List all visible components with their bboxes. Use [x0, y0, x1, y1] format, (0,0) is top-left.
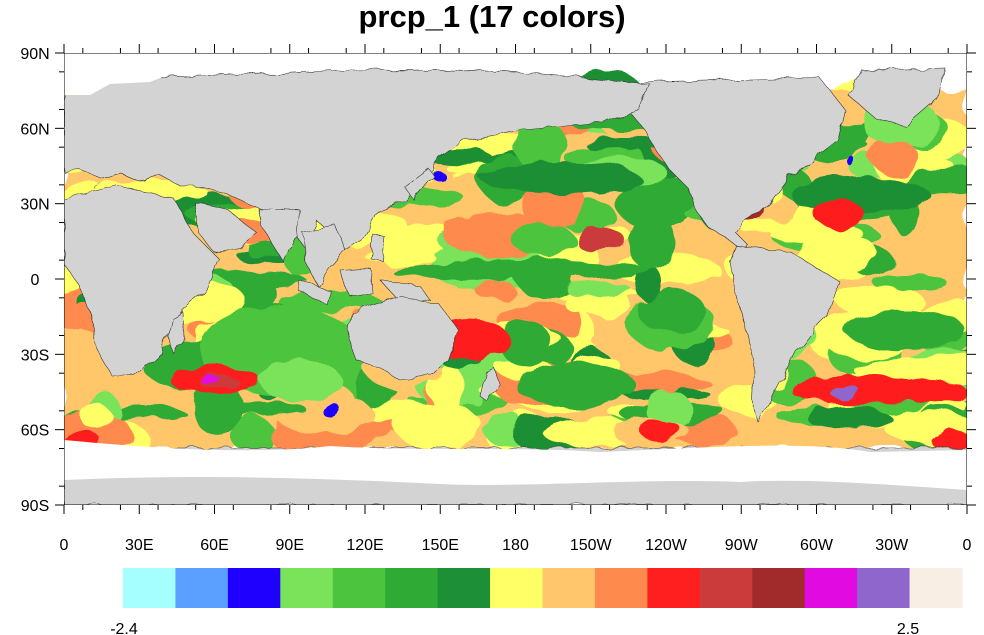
- x-tick-label: 60E: [200, 537, 228, 554]
- colorbar-swatch: [857, 568, 911, 608]
- x-tick-label: 0: [963, 537, 972, 554]
- land-southeast-asia: [301, 225, 346, 287]
- y-tick-label: 60N: [20, 121, 49, 138]
- x-tick-label: 150E: [422, 537, 459, 554]
- colorbar-swatch: [542, 568, 596, 608]
- x-tick-label: 150W: [570, 537, 613, 554]
- x-tick-label: 90W: [725, 537, 759, 554]
- land-south-america: [729, 245, 841, 423]
- y-tick-label: 60S: [21, 423, 49, 440]
- colorbar-swatch: [490, 568, 543, 608]
- map-axes: 0 30E 60E 90E 120E 150E 180 150W 120W 90W 60W 30W 0 9…: [20, 44, 976, 554]
- map-area: [64, 53, 967, 505]
- missing-data: [64, 54, 967, 490]
- land-australia: [347, 295, 459, 381]
- land-north-america: [627, 77, 846, 251]
- y-tick-label: 0: [31, 272, 40, 289]
- land-philippines: [369, 233, 385, 261]
- x-tick-label: 60W: [800, 537, 834, 554]
- colorbar-min-label: -2.4: [110, 621, 138, 635]
- y-tick-label: 90N: [20, 46, 49, 63]
- x-tick-label: 180: [502, 537, 529, 554]
- x-tick-label: 0: [60, 537, 69, 554]
- land-madagascar: [167, 311, 185, 355]
- colorbar-swatch: [123, 568, 176, 608]
- colorbar-swatch: [909, 568, 963, 608]
- land-greenland: [847, 67, 946, 126]
- x-tick-label: 30W: [875, 537, 909, 554]
- land-arabia: [193, 201, 259, 253]
- land-africa: [64, 184, 219, 377]
- y-tick-label: 30S: [21, 347, 49, 364]
- land-indonesia: [297, 267, 431, 305]
- colorbar-max-label: 2.5: [897, 621, 919, 635]
- land-india: [257, 207, 301, 263]
- colorbar-swatch: [752, 568, 806, 608]
- x-tick-label: 120E: [346, 537, 383, 554]
- colorbar-swatch: [280, 568, 334, 608]
- colorbar: -2.4 2.5: [110, 568, 963, 635]
- colorbar-swatch: [385, 568, 439, 608]
- map-title: prcp_1 (17 colors): [358, 0, 626, 34]
- land-new-zealand: [479, 367, 501, 403]
- colorbar-swatch: [332, 568, 386, 608]
- colorbar-swatch: [699, 568, 753, 608]
- x-tick-label: 30E: [125, 537, 153, 554]
- y-tick-label: 90S: [21, 498, 49, 515]
- colorbar-swatch: [804, 568, 858, 608]
- x-tick-label: 90E: [276, 537, 304, 554]
- colorbar-swatch: [594, 568, 648, 608]
- colorbar-swatch: [647, 568, 701, 608]
- land-japan: [403, 167, 435, 201]
- y-tick-label: 30N: [20, 197, 49, 214]
- colorbar-swatch: [175, 568, 229, 608]
- colorbar-swatch: [437, 568, 491, 608]
- colorbar-swatch: [227, 568, 281, 608]
- x-tick-label: 120W: [645, 537, 688, 554]
